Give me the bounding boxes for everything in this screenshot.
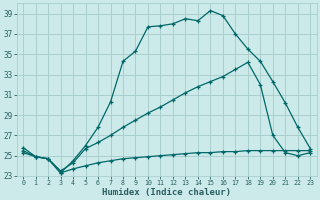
X-axis label: Humidex (Indice chaleur): Humidex (Indice chaleur) [102,188,231,197]
